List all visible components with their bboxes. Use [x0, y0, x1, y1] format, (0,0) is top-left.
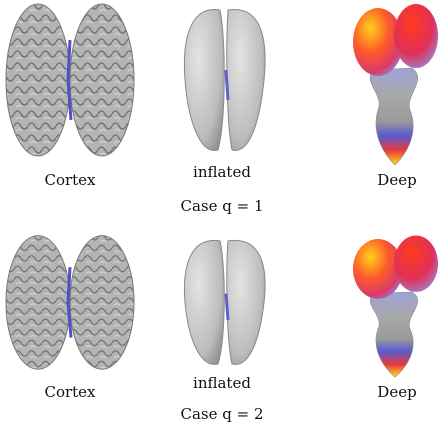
row-images [4, 2, 439, 167]
label: inflated [193, 163, 251, 181]
label: inflated [193, 374, 251, 392]
label: Deep [377, 171, 416, 189]
label: Deep [377, 383, 416, 401]
caption: Case q = 2 [180, 405, 263, 423]
label: Cortex [44, 383, 96, 401]
caption: Case q = 1 [180, 197, 263, 215]
label: Cortex [44, 171, 96, 189]
row-images [4, 234, 439, 379]
